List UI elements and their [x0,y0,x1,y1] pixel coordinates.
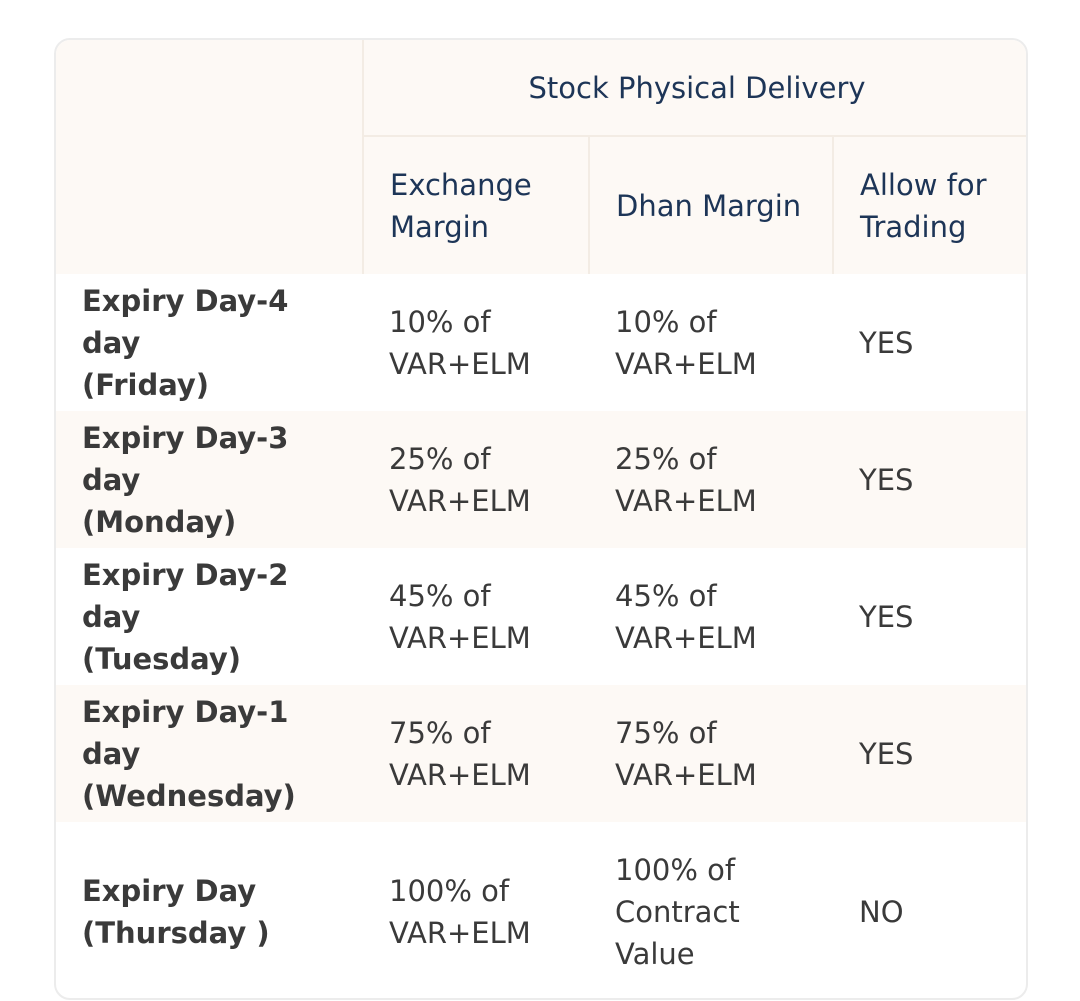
exchange-margin-cell: 45% of VAR+ELM [389,578,531,655]
row-label: Expiry Day-1 day (Wednesday) [56,685,363,822]
row-label: Expiry Day-4 day (Friday) [82,283,289,402]
row-label: Expiry Day-2 day (Tuesday) [82,557,289,676]
column-header-allow-for-trading: Allow for Trading [833,136,1026,274]
allow-trading-cell: YES [859,325,914,360]
dhan-margin-cell: 10% of VAR+ELM [615,304,757,381]
margin-table-card: Stock Physical Delivery Exchange Margin … [54,38,1028,1000]
dhan-margin-cell: 75% of VAR+ELM [589,685,833,822]
table-row: Expiry Day (Thursday ) 100% of VAR+ELM 1… [56,822,1026,998]
table-body: Expiry Day-4 day (Friday) 10% of VAR+ELM… [56,274,1026,998]
allow-trading-cell: YES [833,685,1026,822]
table-row: Expiry Day-4 day (Friday) 10% of VAR+ELM… [56,274,1026,411]
dhan-margin-cell: 100% of Contract Value [615,853,740,971]
column-header-dhan-margin: Dhan Margin [589,136,834,274]
row-label: Expiry Day (Thursday ) [82,874,270,950]
table-row: Expiry Day-2 day (Tuesday) 45% of VAR+EL… [56,548,1026,685]
row-label: Expiry Day-3 day (Monday) [56,411,363,548]
exchange-margin-cell: 10% of VAR+ELM [389,304,531,381]
dhan-margin-cell: 45% of VAR+ELM [615,578,757,655]
group-header-stock-physical-delivery: Stock Physical Delivery [363,40,1026,137]
dhan-margin-cell: 25% of VAR+ELM [589,411,833,548]
table-row: Expiry Day-1 day (Wednesday) 75% of VAR+… [56,685,1026,822]
exchange-margin-cell: 75% of VAR+ELM [363,685,589,822]
allow-trading-cell: YES [859,599,914,634]
table-row: Expiry Day-3 day (Monday) 25% of VAR+ELM… [56,411,1026,548]
margin-table: Stock Physical Delivery Exchange Margin … [56,40,1026,998]
table-header: Stock Physical Delivery Exchange Margin … [56,40,1026,274]
allow-trading-cell: YES [833,411,1026,548]
column-header-exchange-margin: Exchange Margin [363,136,590,274]
exchange-margin-cell: 100% of VAR+ELM [389,874,531,950]
allow-trading-cell: NO [859,895,904,929]
header-corner-cell [56,40,364,274]
exchange-margin-cell: 25% of VAR+ELM [363,411,589,548]
